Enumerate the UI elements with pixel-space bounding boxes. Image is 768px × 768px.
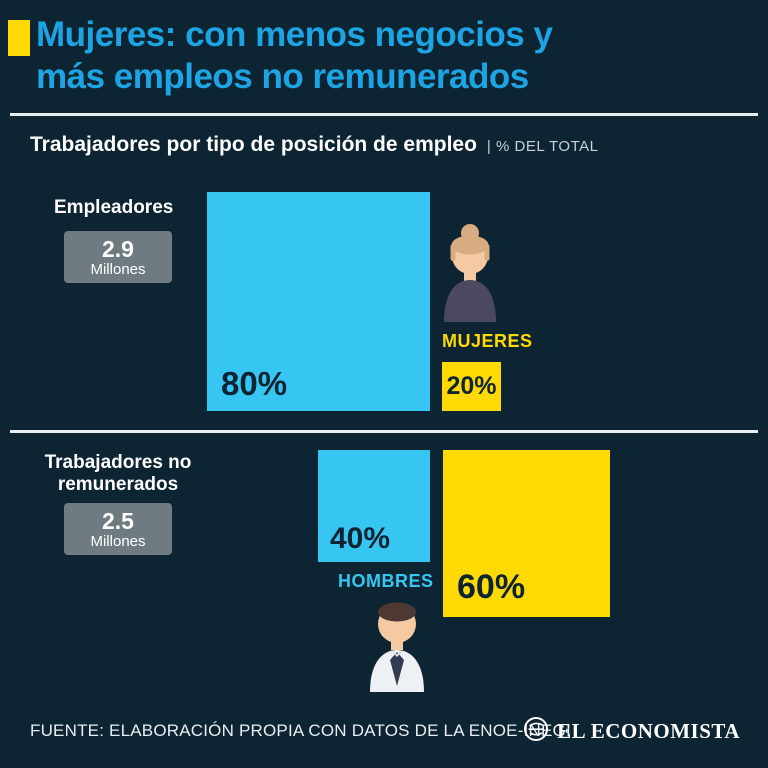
employers-total-unit: Millones (90, 260, 146, 278)
employers-total-value: 2.9 (102, 235, 134, 262)
employers-label: Empleadores (54, 197, 174, 218)
unpaid-men-square: 40% (318, 450, 430, 562)
employers-men-square: 80% (207, 192, 430, 411)
unpaid-total-badge: 2.5 Millones (64, 503, 172, 555)
men-series-label: HOMBRES (338, 571, 434, 591)
chart-subtitle-text: Trabajadores por tipo de posición de emp… (30, 133, 477, 156)
unpaid-women-percent: 60% (457, 568, 526, 606)
page-title-line2: más empleos no remunerados (36, 57, 529, 96)
unpaid-total-unit: Millones (90, 532, 146, 550)
unpaid-men-percent: 40% (330, 522, 391, 555)
unpaid-label: Trabajadores no remunerados (34, 452, 202, 496)
page-title: Mujeres: con menos negocios y más empleo… (36, 14, 736, 98)
man-avatar-icon (360, 592, 434, 697)
employers-women-square: 20% (442, 362, 501, 411)
accent-block (8, 20, 30, 56)
chart-subtitle-note: | % DEL TOTAL (486, 138, 599, 155)
section-divider (10, 430, 758, 433)
source-credit: FUENTE: ELABORACIÓN PROPIA CON DATOS DE … (30, 721, 571, 740)
employers-men-percent: 80% (221, 365, 288, 402)
women-series-label: MUJERES (442, 331, 533, 351)
header-divider (10, 113, 758, 116)
employers-women-percent: 20% (446, 372, 497, 400)
brand-name: EL ECONOMISTA (557, 719, 740, 743)
woman-avatar-icon (436, 222, 504, 327)
page-title-line1: Mujeres: con menos negocios y (36, 15, 553, 54)
brand-logo-icon (523, 716, 549, 747)
employers-total-badge: 2.9 Millones (64, 231, 172, 283)
unpaid-label-line2: remunerados (57, 474, 179, 495)
unpaid-label-line1: Trabajadores no (44, 452, 192, 473)
unpaid-total-value: 2.5 (102, 507, 134, 534)
unpaid-women-square: 60% (443, 450, 610, 617)
chart-subtitle: Trabajadores por tipo de posición de emp… (30, 133, 598, 157)
brand-lockup: EL ECONOMISTA (523, 716, 740, 747)
